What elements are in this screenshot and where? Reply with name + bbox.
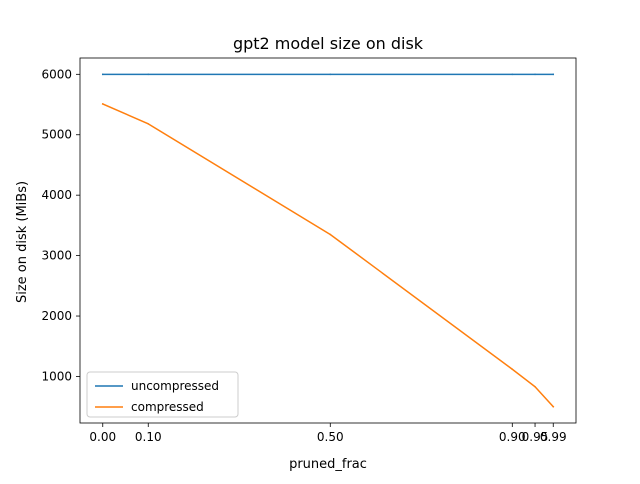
y-tick-label: 2000 xyxy=(41,309,72,323)
data-point-compressed-3 xyxy=(511,368,514,371)
y-tick-label: 4000 xyxy=(41,188,72,202)
legend-box xyxy=(86,371,239,418)
data-point-uncompressed-1 xyxy=(147,73,150,76)
y-tick-label: 5000 xyxy=(41,128,72,142)
data-point-compressed-1 xyxy=(147,123,150,125)
data-point-compressed-0 xyxy=(101,103,104,105)
chart-title: gpt2 model size on disk xyxy=(233,34,424,53)
data-point-compressed-5 xyxy=(552,405,555,408)
x-tick-label: 0.95 xyxy=(522,430,549,444)
x-tick-label: 0.99 xyxy=(540,430,567,444)
data-point-uncompressed-5 xyxy=(552,73,555,76)
data-point-compressed-2 xyxy=(329,233,332,236)
data-point-uncompressed-2 xyxy=(329,73,332,76)
legend-label-uncompressed: uncompressed xyxy=(131,379,219,393)
y-axis: 1000 2000 3000 4000 5000 6000 xyxy=(41,67,80,383)
series-line-compressed xyxy=(101,102,555,408)
y-tick-label: 3000 xyxy=(41,249,72,263)
x-tick-label: 0.90 xyxy=(499,430,526,444)
legend-label-compressed: compressed xyxy=(131,400,204,414)
data-point-uncompressed-0 xyxy=(101,73,104,76)
x-tick-label: 0.50 xyxy=(317,430,344,444)
plot-area xyxy=(79,57,577,424)
y-axis-label: Size on disk (MiBs) xyxy=(15,181,30,303)
x-tick-label: 0.10 xyxy=(135,430,162,444)
data-point-uncompressed-4 xyxy=(534,73,536,76)
data-point-uncompressed-3 xyxy=(511,73,514,76)
legend: uncompressed compressed xyxy=(86,371,239,418)
y-tick-label: 6000 xyxy=(41,67,72,81)
x-axis-label: pruned_frac xyxy=(289,457,367,472)
y-tick-label: 1000 xyxy=(41,369,72,383)
data-point-compressed-4 xyxy=(534,385,536,388)
x-tick-label: 0.00 xyxy=(89,430,116,444)
plot-frame xyxy=(79,57,577,424)
x-axis: 0.00 0.10 0.50 0.900.950.99 xyxy=(89,423,567,444)
